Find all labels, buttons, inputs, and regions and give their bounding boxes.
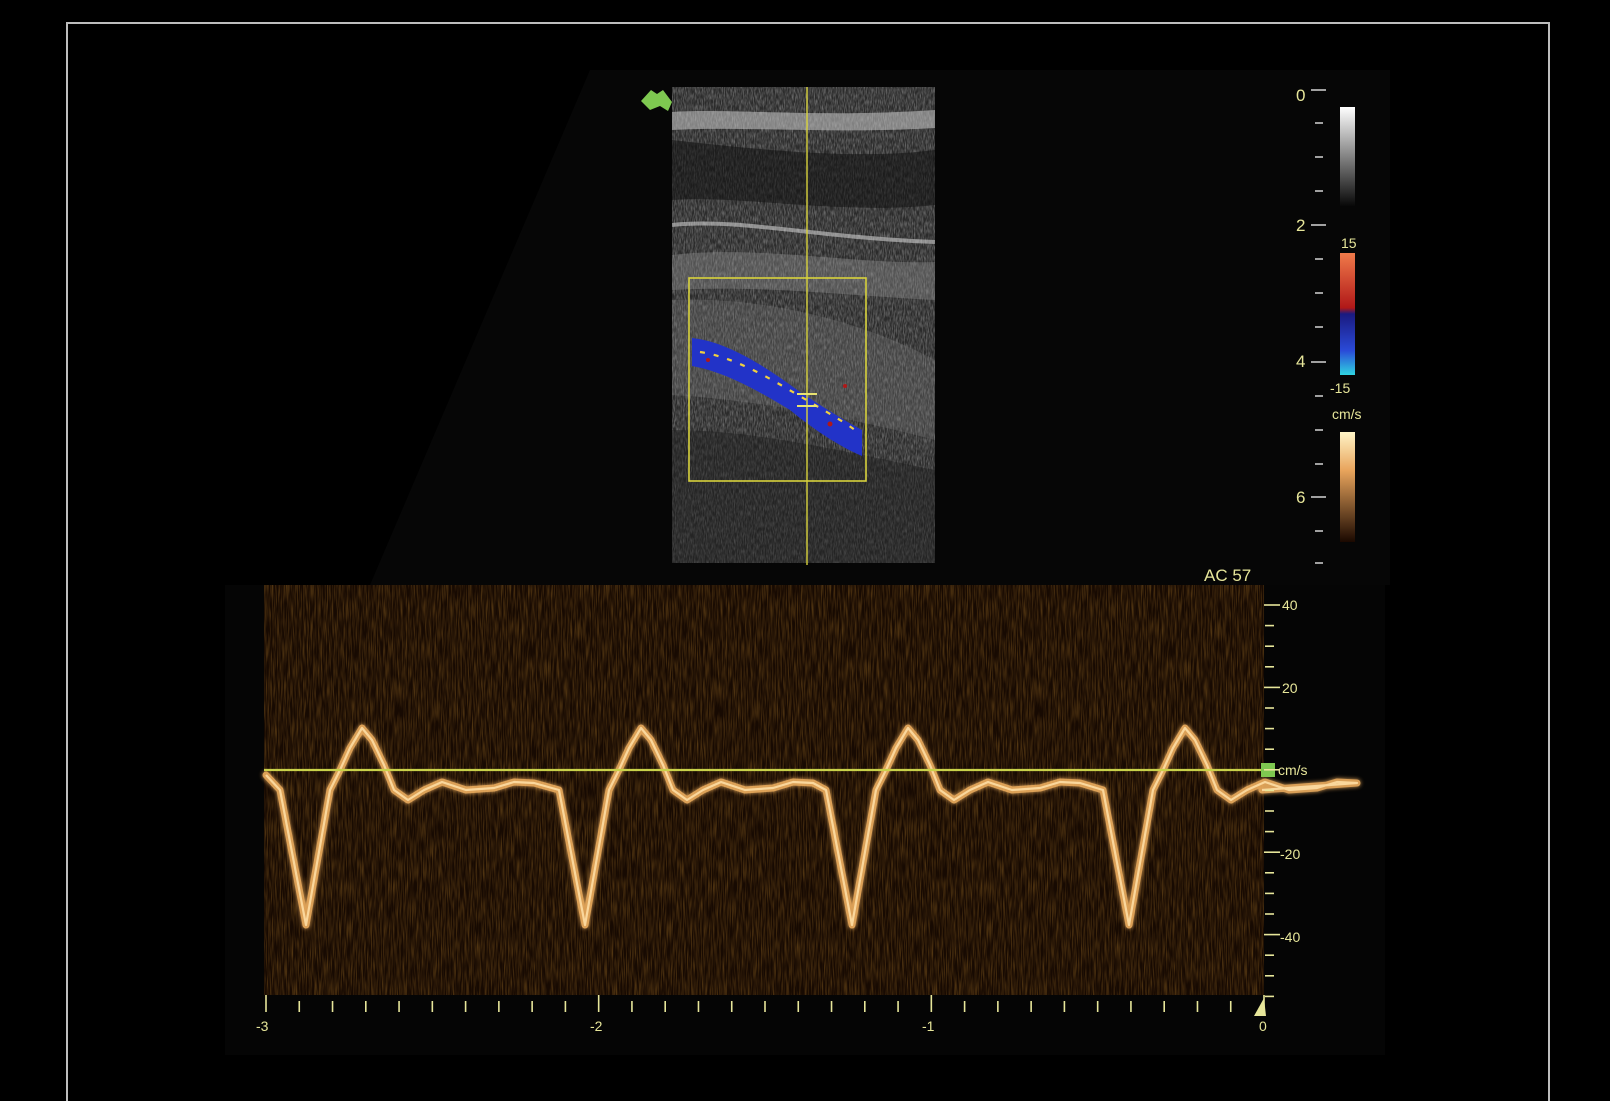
doppler-spectrum-core bbox=[265, 726, 1359, 927]
velocity-scale bbox=[1264, 604, 1280, 998]
velocity-unit-label: cm/s bbox=[1278, 762, 1308, 778]
depth-label-0: 0 bbox=[1296, 86, 1306, 105]
time-tick-label: -2 bbox=[590, 1018, 603, 1034]
spectral-doppler-panel[interactable] bbox=[262, 585, 1361, 995]
vessel-color-flow bbox=[692, 338, 862, 456]
depth-label-4: 4 bbox=[1296, 352, 1306, 371]
tissue-layer-dark bbox=[672, 140, 935, 208]
flow-speck bbox=[843, 384, 847, 388]
depth-label-2: 2 bbox=[1296, 216, 1306, 235]
time-tick-label: -1 bbox=[922, 1018, 935, 1034]
spectral-mode-label: AC 57 bbox=[1204, 566, 1252, 585]
flow-speck bbox=[706, 358, 710, 362]
depth-label-6: 6 bbox=[1296, 488, 1306, 507]
time-axis bbox=[265, 995, 1265, 1012]
grayscale-bar bbox=[1340, 107, 1355, 207]
depth-scale bbox=[1311, 89, 1326, 564]
color-box-roi[interactable] bbox=[688, 277, 867, 482]
deep-tissue bbox=[672, 430, 935, 563]
pw-gray-map-bar bbox=[1340, 432, 1355, 542]
color-scale-min: -15 bbox=[1330, 380, 1351, 396]
velocity-tick-label: -40 bbox=[1280, 929, 1301, 945]
velocity-tick-label: 40 bbox=[1282, 597, 1298, 613]
time-axis-end-marker-icon bbox=[1254, 998, 1266, 1016]
tissue-layer-bright bbox=[672, 110, 935, 131]
time-tick-label: -3 bbox=[256, 1018, 269, 1034]
color-scale-max: 15 bbox=[1341, 235, 1357, 251]
tissue-band bbox=[672, 252, 935, 300]
vessel-flow-highlight bbox=[699, 350, 861, 435]
color-velocity-bar bbox=[1340, 253, 1355, 375]
fascia-line bbox=[672, 221, 935, 244]
time-tick-label: 0 bbox=[1259, 1018, 1267, 1034]
muscle-region bbox=[672, 299, 935, 440]
probe-orientation-icon bbox=[641, 90, 672, 111]
velocity-tick-label: 20 bbox=[1282, 680, 1298, 696]
bmode-image[interactable] bbox=[641, 87, 935, 565]
color-scale-unit: cm/s bbox=[1332, 406, 1362, 422]
flow-speck bbox=[827, 421, 833, 427]
velocity-tick-label: -20 bbox=[1280, 846, 1301, 862]
